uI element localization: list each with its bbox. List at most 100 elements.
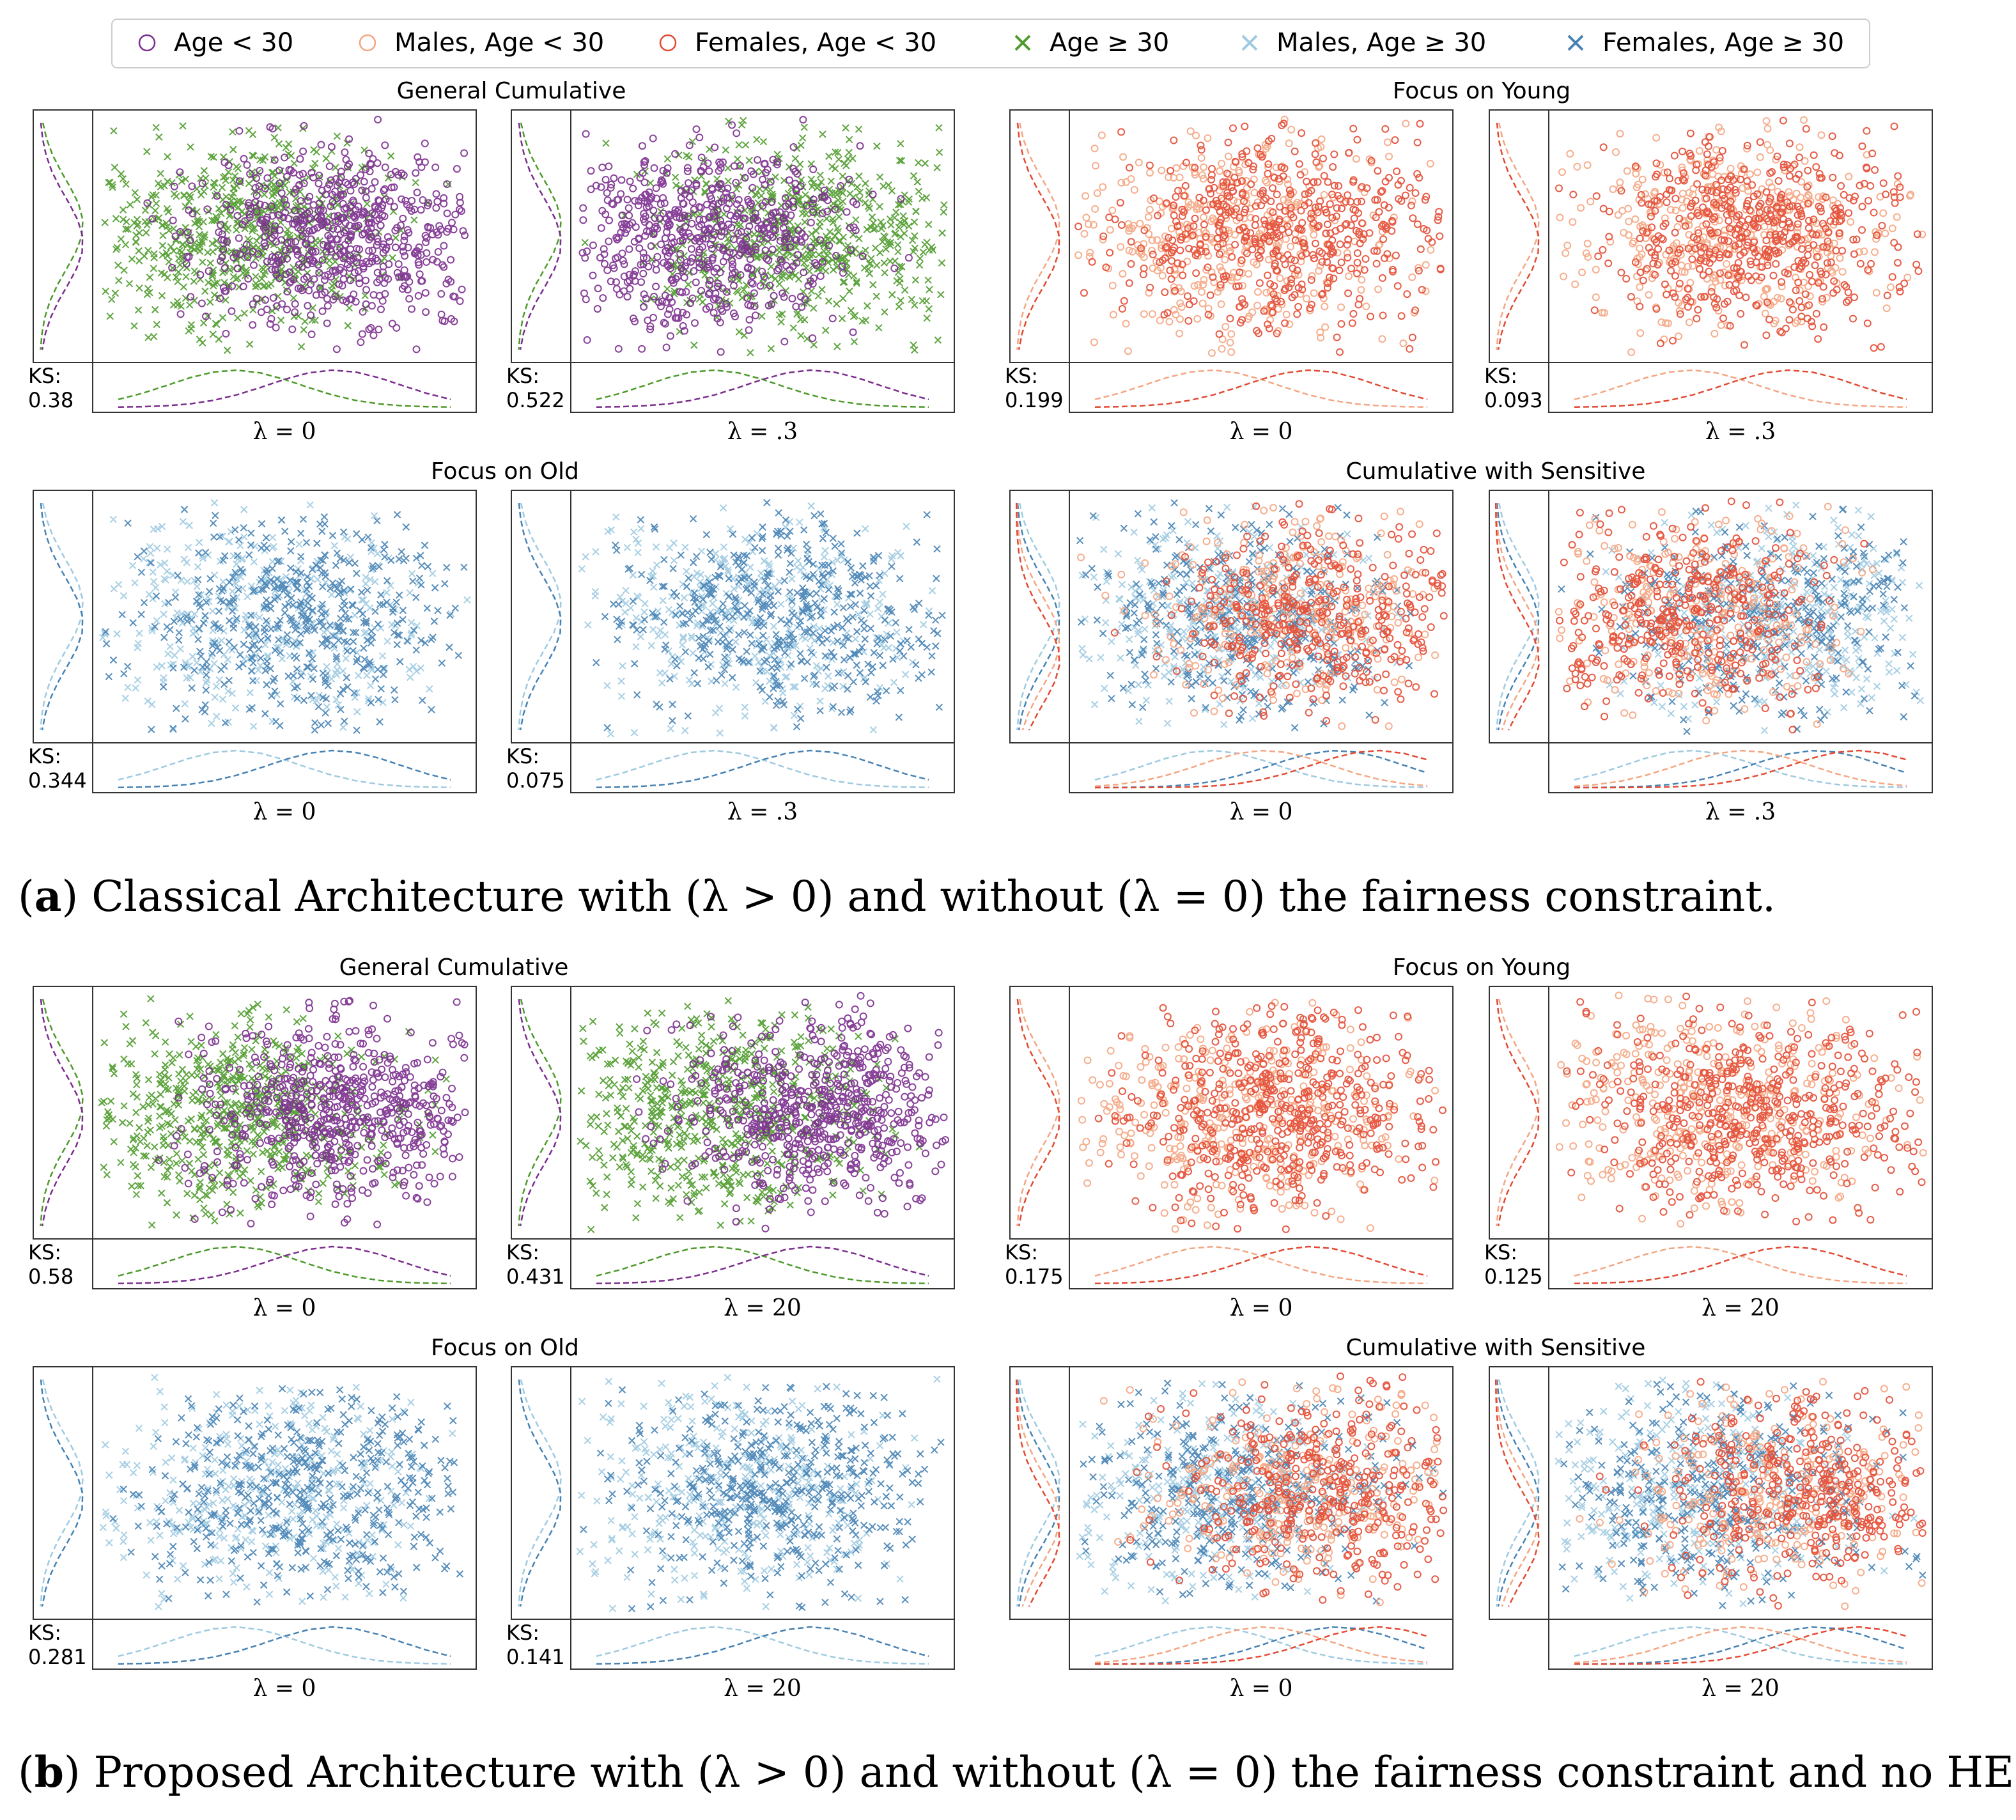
subplot-group-title: General Cumulative [397, 78, 626, 104]
legend: Age < 30Males, Age < 30Females, Age < 30… [112, 19, 1870, 68]
marginal-y-axes [1010, 490, 1069, 743]
marginal-density-line [519, 999, 561, 1226]
lambda-label: λ = .3 [727, 799, 798, 825]
marginal-density-line [596, 1247, 929, 1284]
scatter-points-circles [1075, 120, 1444, 355]
subplot-group: Cumulative with Sensitiveλ = 0λ = .3 [1010, 458, 1932, 825]
marginal-density-line [1095, 751, 1427, 788]
ks-label: KS: [506, 1240, 539, 1264]
marginal-density-line [41, 999, 82, 1226]
scatter-series [1078, 999, 1446, 1233]
marginal-density-line [1574, 1627, 1907, 1664]
ks-label: KS: [506, 364, 539, 388]
caption-paren: ( [18, 1748, 35, 1797]
scatter-points-circles [1563, 993, 1925, 1225]
ks-label: KS: [1484, 1240, 1517, 1264]
legend-label: Females, Age ≥ 30 [1602, 28, 1844, 58]
marginal-distributions [40, 123, 451, 407]
subplot-group: Focus on OldKS:0.344λ = 0KS:0.075λ = .3 [28, 458, 954, 825]
marginal-density-line [1574, 751, 1907, 788]
marginal-x-axes [93, 1619, 476, 1669]
scatter-series [578, 499, 945, 737]
marginal-x-axes [93, 362, 476, 412]
ks-value: 0.58 [28, 1264, 74, 1289]
ks-value: 0.38 [28, 388, 74, 412]
marginal-y-axes [1489, 110, 1549, 362]
ks-label: KS: [1005, 364, 1038, 388]
marginal-y-axes [1489, 490, 1549, 743]
marginal-density-line [40, 503, 82, 730]
marginal-x-axes [1069, 362, 1453, 412]
scatter-panel: KS:0.199λ = 0 [1005, 110, 1453, 445]
ks-value: 0.175 [1005, 1264, 1064, 1289]
subplot-group: General Cumulative KS:0.38λ = 0KS:0.522λ … [28, 78, 954, 445]
scatter-panel: KS:0.431λ = 20 [506, 986, 954, 1321]
lambda-label: λ = 20 [724, 1676, 802, 1702]
marginal-density-line [1496, 999, 1539, 1226]
subplot-group: Cumulative with Sensitiveλ = 0λ = 20 [1010, 1335, 1932, 1702]
legend-entry: Females, Age < 30 [660, 28, 936, 58]
ks-value: 0.075 [506, 768, 565, 793]
marginal-x-axes [93, 1239, 476, 1289]
subplot-group-title: Cumulative with Sensitive [1346, 458, 1646, 485]
scatter-series [1555, 1377, 1926, 1610]
scatter-points-circles [1556, 504, 1876, 727]
marginal-density-line [1574, 751, 1907, 786]
ks-value: 0.141 [506, 1645, 565, 1669]
marginal-density-line [596, 1627, 929, 1664]
scatter-series [100, 500, 470, 734]
marginal-y-axes [1489, 986, 1549, 1239]
caption-paren: ( [18, 872, 35, 921]
ks-value: 0.093 [1484, 388, 1543, 412]
marginal-density-line [1095, 1627, 1427, 1663]
marginal-density-line [1095, 751, 1427, 786]
marginal-density-line [1018, 999, 1059, 1226]
marginal-y-axes [1010, 110, 1069, 362]
figure-caption: (b) Proposed Architecture with (λ > 0) a… [18, 1747, 2016, 1797]
legend-label: Age ≥ 30 [1050, 28, 1169, 58]
lambda-label: λ = 0 [1230, 1676, 1293, 1702]
caption-text: Proposed Architecture with (λ > 0) and w… [94, 1748, 2016, 1797]
scatter-series [98, 995, 468, 1228]
marginal-distributions [1496, 999, 1907, 1284]
scatter-series [577, 1374, 944, 1612]
subplot-group: General CumulativeKS:0.58λ = 0KS:0.431λ … [28, 954, 954, 1321]
marginal-density-line [118, 751, 451, 788]
ks-label: KS: [1484, 364, 1517, 388]
marginal-density-line [40, 123, 82, 350]
ks-value: 0.344 [28, 768, 87, 793]
marginal-x-axes [571, 743, 954, 793]
marginal-y-axes [511, 110, 571, 362]
scatter-series [1556, 498, 1924, 735]
lambda-label: λ = 20 [1702, 1676, 1780, 1702]
ks-label: KS: [28, 1240, 61, 1264]
marginal-density-line [518, 503, 561, 730]
marginal-density-line [118, 751, 451, 788]
ks-label: KS: [1005, 1240, 1038, 1264]
marginal-density-line [518, 1380, 561, 1606]
marginal-density-line [596, 370, 929, 407]
marginal-density-line [1017, 503, 1060, 730]
scatter-panel: KS:0.38λ = 0 [28, 110, 476, 445]
marginal-density-line [1574, 1247, 1907, 1284]
ks-value: 0.431 [506, 1264, 565, 1289]
ks-label: KS: [506, 744, 539, 768]
marginal-y-axes [33, 490, 93, 743]
marginal-density-line [596, 1247, 929, 1284]
scatter-points-circles [1096, 1003, 1446, 1233]
scatter-panel: λ = 0 [1010, 490, 1453, 825]
figure-section-a: General CumulativeKS:0.38λ = 0KS:0.522λ … [18, 78, 1932, 921]
scatter-series [1077, 500, 1447, 731]
scatter-panel: KS:0.522λ = .3 [506, 110, 954, 445]
lambda-label: λ = .3 [1705, 419, 1776, 445]
marginal-x-axes [571, 1619, 954, 1669]
marginal-x-axes [571, 1239, 954, 1289]
caption-label: b [35, 1747, 64, 1797]
marginal-y-axes [1010, 986, 1069, 1239]
ks-value: 0.281 [28, 1645, 87, 1669]
subplot-group-title: Focus on Young [1393, 954, 1570, 981]
marginal-density-line [1095, 1627, 1427, 1664]
marginal-density-line [118, 1627, 451, 1664]
caption-text: Classical Architecture with (λ > 0) and … [91, 872, 1776, 921]
lambda-label: λ = 20 [1702, 1295, 1780, 1321]
